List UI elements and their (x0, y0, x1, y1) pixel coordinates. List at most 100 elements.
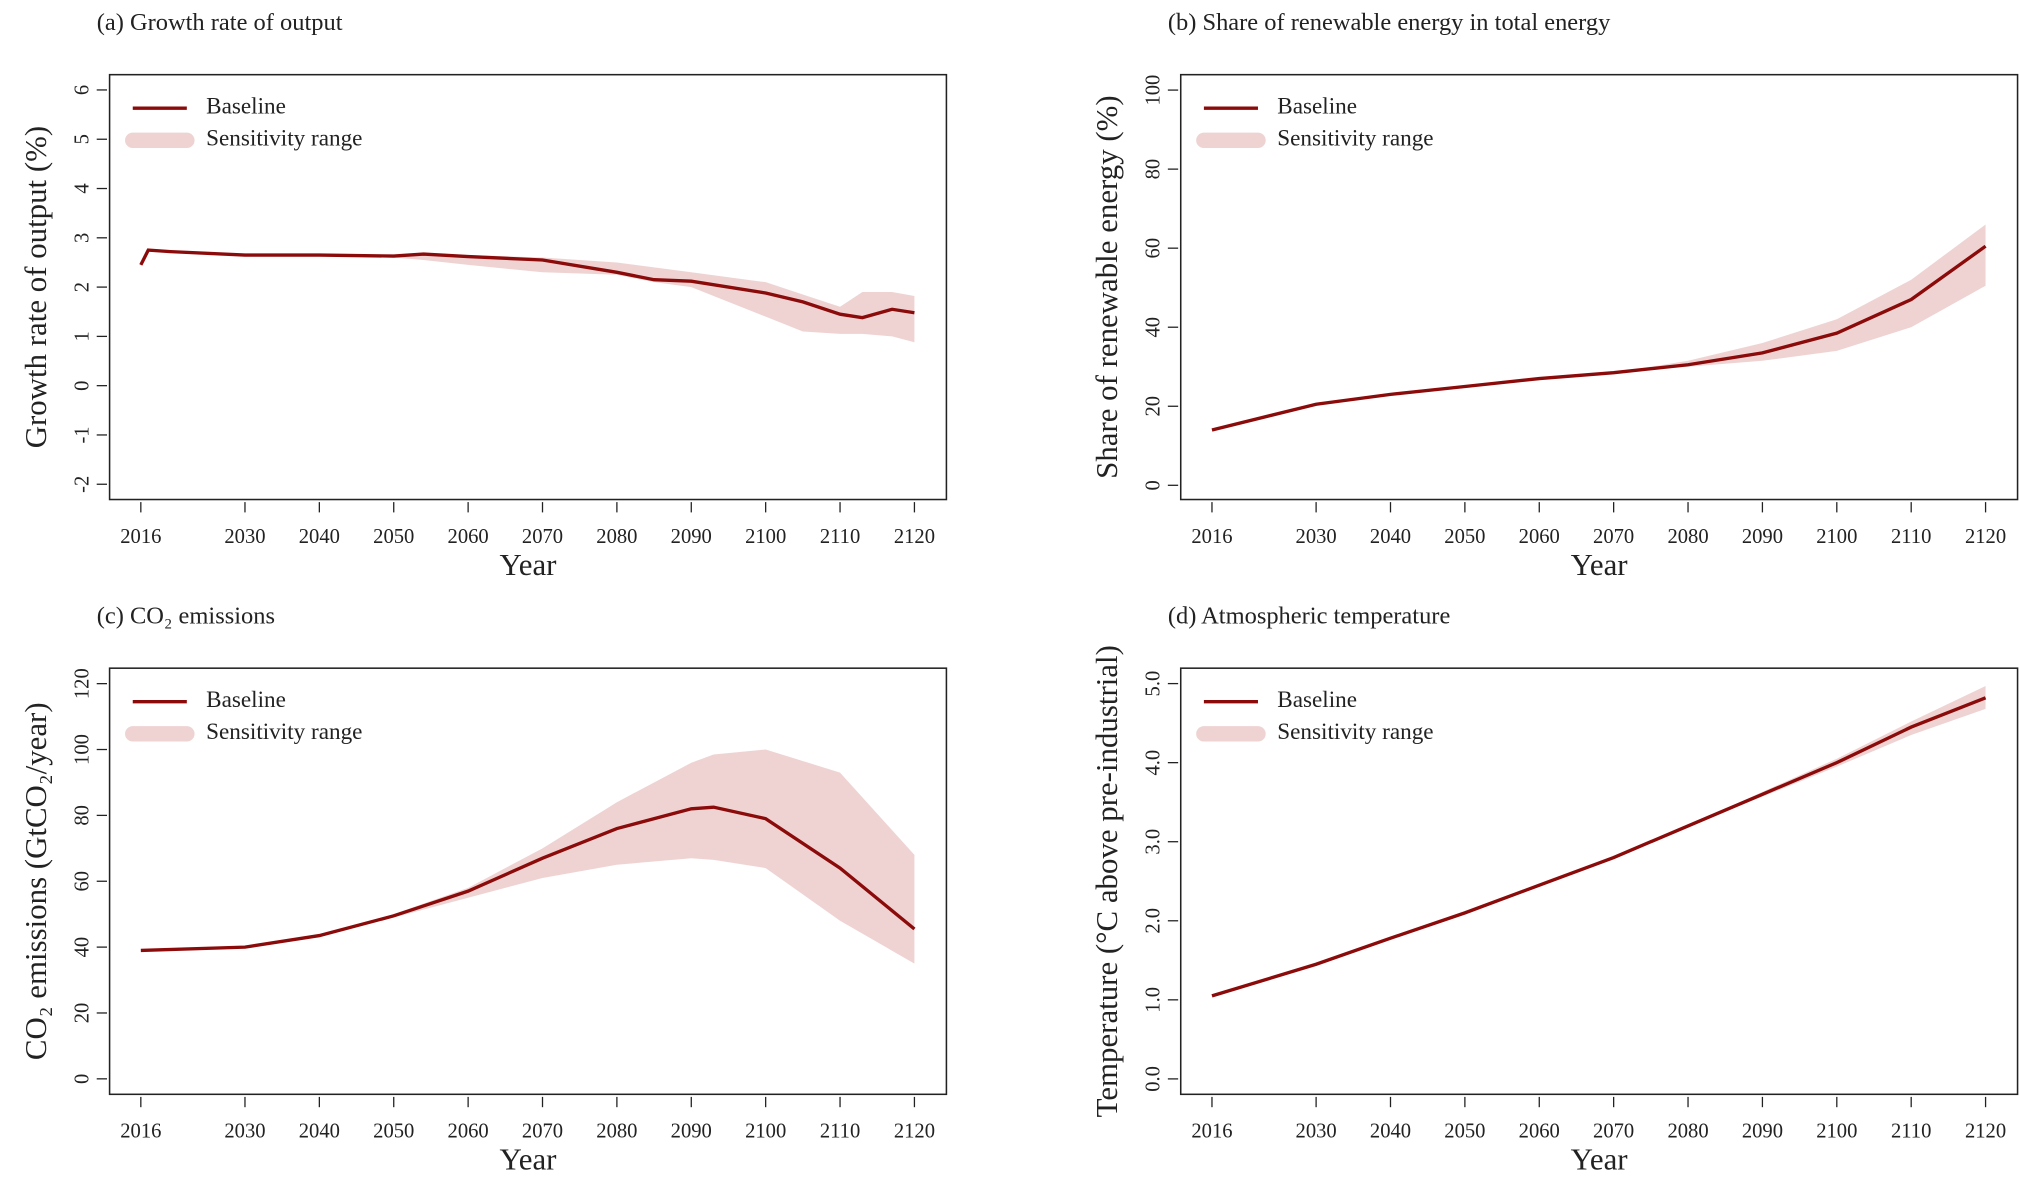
legend-label: Sensitivity range (206, 719, 362, 745)
x-tick-label: 2090 (1742, 526, 1783, 548)
x-tick-label: 2080 (1667, 526, 1708, 548)
x-tick-label: 2090 (671, 1121, 712, 1143)
y-tick-label: 3 (72, 233, 94, 243)
y-tick-label: 6 (72, 85, 94, 95)
baseline-line (140, 805, 916, 953)
x-tick-label: 2110 (1891, 1121, 1931, 1143)
x-axis-label: Year (1571, 547, 1629, 582)
x-tick-label: 2016 (1191, 526, 1232, 548)
y-tick-label: -1 (72, 426, 94, 443)
x-tick-label: 2120 (894, 526, 935, 548)
y-tick-label: 5 (72, 134, 94, 144)
y-tick-label: 100 (72, 734, 94, 765)
y-tick-label: 0 (72, 1074, 94, 1084)
y-axis-label: Temperature (°C above pre-industrial) (1089, 645, 1124, 1117)
x-tick-label: 2100 (1816, 1121, 1857, 1143)
y-tick-label: 3.0 (1143, 829, 1165, 855)
x-tick-label: 2120 (1965, 526, 2006, 548)
x-tick-label: 2090 (1742, 1121, 1783, 1143)
legend-label: Sensitivity range (206, 126, 362, 152)
baseline-line (1211, 244, 1987, 432)
x-tick-label: 2050 (373, 1121, 414, 1143)
y-tick-label: 100 (1143, 75, 1165, 106)
legend-label: Baseline (1277, 687, 1357, 713)
x-tick-label: 2030 (1296, 526, 1337, 548)
x-tick-label: 2060 (448, 1121, 489, 1143)
x-axis-label: Year (1571, 1142, 1629, 1177)
panel-title: (b) Share of renewable energy in total e… (1168, 9, 1611, 36)
x-tick-label: 2016 (120, 1121, 161, 1143)
y-tick-label: 1.0 (1143, 987, 1165, 1013)
y-tick-label: 2 (72, 282, 94, 292)
y-tick-label: 4 (72, 183, 94, 193)
x-tick-label: 2060 (448, 526, 489, 548)
x-tick-label: 2070 (522, 1121, 563, 1143)
y-tick-label: 4.0 (1143, 750, 1165, 776)
x-tick-label: 2080 (596, 1121, 637, 1143)
x-tick-label: 2070 (1593, 526, 1634, 548)
panel-title: (d) Atmospheric temperature (1168, 603, 1450, 630)
panel: (a) Growth rate of output -2 -1 0 1 2 3 4 5 6 2016… (18, 9, 948, 582)
legend-label: Baseline (206, 687, 286, 713)
y-axis-label: Share of renewable energy (%) (1089, 95, 1124, 478)
plot-frame (108, 73, 948, 501)
plot-frame (1179, 667, 2019, 1096)
x-tick-label: 2110 (820, 1121, 860, 1143)
y-tick-label: 0.0 (1143, 1066, 1165, 1092)
x-tick-label: 2100 (1816, 526, 1857, 548)
baseline-line (1211, 696, 1987, 998)
legend-label: Sensitivity range (1277, 126, 1433, 152)
x-tick-label: 2110 (1891, 526, 1931, 548)
panel: (d) Atmospheric temperature 0.0 1.0 2.0 3.0 4… (1089, 603, 2019, 1177)
x-tick-label: 2050 (373, 526, 414, 548)
panel-title: (c) CO₂ emissions (97, 603, 275, 630)
y-tick-label: 40 (72, 937, 94, 958)
x-tick-label: 2030 (224, 1121, 265, 1143)
panel: (b) Share of renewable energy in total e… (1089, 9, 2019, 582)
sensitivity-band (140, 250, 915, 343)
x-tick-label: 2120 (1965, 1121, 2006, 1143)
x-tick-label: 2090 (671, 526, 712, 548)
y-tick-label: 2.0 (1143, 908, 1165, 934)
x-tick-label: 2050 (1444, 1121, 1485, 1143)
y-tick-label: 60 (1143, 238, 1165, 259)
y-axis-label: Growth rate of output (%) (18, 126, 53, 448)
x-tick-label: 2040 (299, 526, 340, 548)
sensitivity-band (1211, 224, 1986, 430)
x-tick-label: 2080 (1667, 1121, 1708, 1143)
legend-label: Sensitivity range (1277, 719, 1433, 745)
x-tick-label: 2120 (894, 1121, 935, 1143)
plot-frame (1179, 73, 2019, 501)
x-tick-label: 2080 (596, 526, 637, 548)
y-tick-label: 0 (1143, 480, 1165, 490)
legend-label: Baseline (1277, 93, 1357, 119)
legend-label: Baseline (206, 93, 286, 119)
x-tick-label: 2040 (299, 1121, 340, 1143)
plot-frame (108, 667, 948, 1096)
panel-title: (a) Growth rate of output (97, 9, 343, 36)
x-tick-label: 2100 (745, 1121, 786, 1143)
x-tick-label: 2060 (1519, 526, 1560, 548)
x-tick-label: 2016 (120, 526, 161, 548)
x-tick-label: 2040 (1370, 526, 1411, 548)
y-tick-label: 120 (72, 668, 94, 699)
y-tick-label: 40 (1143, 317, 1165, 338)
y-tick-label: 1 (72, 331, 94, 341)
y-tick-label: 60 (72, 871, 94, 892)
x-tick-label: 2070 (1593, 1121, 1634, 1143)
y-tick-label: 80 (72, 805, 94, 826)
y-axis-label: CO₂ emissions (GtCO₂/year) (18, 702, 53, 1060)
y-tick-label: 0 (72, 381, 94, 391)
x-tick-label: 2070 (522, 526, 563, 548)
y-tick-label: 80 (1143, 159, 1165, 180)
x-tick-label: 2016 (1191, 1121, 1232, 1143)
x-axis-label: Year (500, 547, 558, 582)
x-tick-label: 2040 (1370, 1121, 1411, 1143)
x-tick-label: 2030 (224, 526, 265, 548)
baseline-line (139, 248, 915, 320)
y-tick-label: 5.0 (1143, 671, 1165, 697)
y-tick-label: 20 (72, 1003, 94, 1024)
